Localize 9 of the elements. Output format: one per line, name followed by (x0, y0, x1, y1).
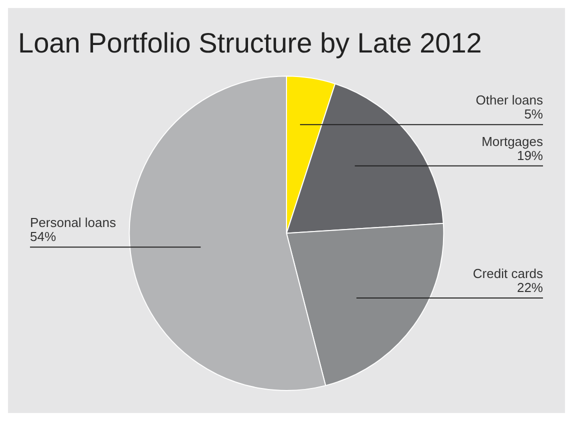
data-label: 19% (516, 148, 544, 163)
data-label: 5% (524, 106, 544, 122)
chart-title: Loan Portfolio Structure by Late 2012 (18, 28, 482, 59)
slice-label: Credit cards (472, 266, 544, 282)
slice-label: Personal loans (30, 215, 116, 230)
slice-label: Other loans (476, 92, 544, 108)
data-label: 54% (30, 229, 56, 244)
slice-label: Mortgages (482, 134, 544, 149)
data-label: 22% (516, 280, 544, 296)
